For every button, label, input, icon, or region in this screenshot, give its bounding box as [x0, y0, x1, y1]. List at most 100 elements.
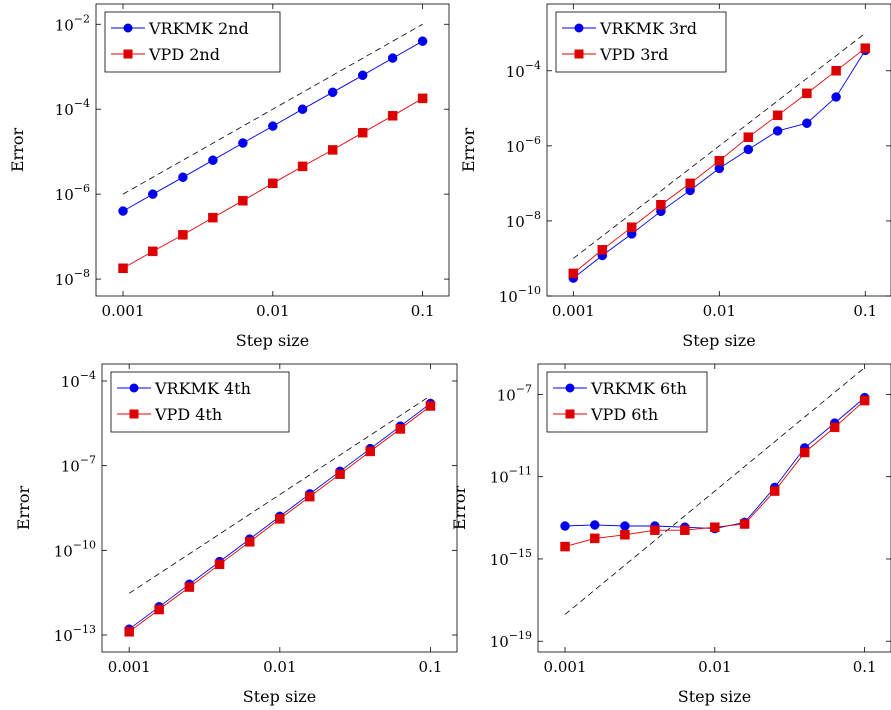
data-point — [124, 627, 134, 637]
data-point — [829, 422, 840, 433]
data-point — [387, 53, 398, 63]
chart-panel-4: 0.001 0.01 0.1 10−19 10−15 10−11 10−7 Step size… — [450, 363, 891, 706]
y-tick-label: 10−2 — [55, 12, 90, 34]
legend-marker — [129, 383, 139, 393]
legend: VRKMK 2nd VPD 2nd — [104, 11, 281, 73]
chart-panel-1: 0.001 0.01 0.1 10−8 10−6 10−4 10−2 Step size Err… — [8, 3, 450, 350]
legend-marker — [123, 49, 133, 59]
legend-marker — [565, 409, 575, 419]
data-point — [417, 93, 428, 104]
y-tick-label: 10−8 — [55, 267, 90, 289]
data-point — [268, 178, 278, 189]
data-point — [597, 245, 608, 255]
y-tick-label: 10−8 — [506, 209, 541, 231]
data-point — [357, 70, 368, 81]
reference-slope-line — [128, 395, 431, 594]
data-point — [772, 126, 783, 136]
legend-marker — [123, 23, 133, 33]
data-point — [831, 92, 841, 102]
legend-marker — [565, 383, 575, 393]
data-point — [327, 87, 338, 98]
data-point — [148, 246, 158, 257]
data-point — [417, 36, 428, 46]
data-point — [184, 582, 195, 592]
data-point — [710, 522, 720, 532]
legend-box — [546, 371, 708, 433]
legend-box — [555, 11, 727, 73]
data-point — [650, 525, 660, 535]
data-point — [238, 195, 248, 206]
data-point — [214, 559, 225, 570]
y-tick-label: 10−4 — [61, 369, 96, 391]
data-point — [769, 486, 780, 496]
y-tick-label: 10−6 — [55, 182, 90, 204]
y-tick-label: 10−15 — [490, 547, 532, 569]
legend-label: VPD 4th — [154, 405, 222, 424]
data-point — [148, 189, 158, 199]
legend: VRKMK 3rd VPD 3rd — [555, 11, 727, 73]
data-point — [860, 43, 871, 53]
data-point — [799, 447, 810, 458]
x-tick-label: 0.001 — [102, 302, 145, 320]
data-point — [568, 268, 579, 279]
data-point — [395, 424, 406, 434]
data-point — [743, 144, 754, 155]
data-point — [238, 138, 248, 148]
legend-label: VRKMK 2nd — [148, 19, 249, 38]
y-tick-label: 10−10 — [499, 284, 541, 306]
plot-area — [118, 23, 428, 274]
data-point — [305, 491, 315, 502]
x-axis-label: Step size — [678, 687, 751, 706]
data-point — [297, 104, 308, 114]
x-tick-label: 0.1 — [411, 302, 435, 320]
data-point — [244, 537, 255, 547]
data-point — [739, 519, 750, 529]
chart-panel-3: 0.001 0.01 0.1 10−13 10−10 10−7 10−4 Step size E… — [14, 363, 458, 706]
y-tick-label: 10−13 — [54, 623, 96, 645]
data-point — [327, 145, 338, 155]
data-point — [275, 514, 285, 524]
data-point — [831, 66, 841, 76]
data-point — [365, 446, 375, 457]
y-tick-label: 10−4 — [55, 97, 90, 119]
data-point — [560, 541, 570, 552]
reference-slope-line — [564, 367, 865, 615]
data-point — [425, 401, 436, 411]
x-tick-label: 0.1 — [853, 302, 877, 320]
plot-area — [124, 395, 436, 637]
y-tick-label: 10−7 — [497, 382, 532, 404]
data-point — [656, 199, 666, 210]
x-axis-label: Step size — [236, 331, 309, 350]
data-point — [560, 521, 570, 531]
data-point — [743, 132, 754, 142]
x-tick-label: 0.001 — [544, 658, 587, 676]
data-point — [178, 172, 188, 183]
legend-label: VPD 2nd — [148, 45, 220, 64]
x-tick-label: 0.001 — [552, 302, 595, 320]
data-point — [268, 121, 278, 131]
data-point — [714, 156, 725, 166]
data-point — [357, 127, 368, 138]
legend-label: VRKMK 6th — [590, 379, 687, 398]
data-point — [802, 118, 812, 128]
data-point — [208, 212, 218, 223]
legend-label: VRKMK 4th — [154, 379, 251, 398]
x-tick-label: 0.001 — [108, 658, 151, 676]
chart-panel-2: 0.001 0.01 0.1 10−10 10−8 10−6 10−4 Step size Er… — [459, 3, 891, 350]
data-point — [680, 525, 690, 535]
y-tick-label: 10−19 — [490, 629, 532, 651]
x-tick-label: 0.01 — [703, 302, 736, 320]
data-point — [297, 161, 308, 172]
data-point — [590, 533, 600, 544]
data-point — [685, 178, 695, 189]
x-tick-label: 0.1 — [853, 658, 877, 676]
y-tick-label: 10−7 — [61, 454, 96, 476]
data-point — [118, 206, 128, 216]
legend-marker — [574, 49, 584, 59]
x-tick-label: 0.01 — [263, 658, 296, 676]
y-tick-label: 10−10 — [54, 538, 96, 560]
data-point — [590, 520, 600, 530]
y-axis-label: Error — [8, 128, 27, 173]
x-axis-label: Step size — [243, 687, 316, 706]
data-point — [118, 263, 128, 274]
